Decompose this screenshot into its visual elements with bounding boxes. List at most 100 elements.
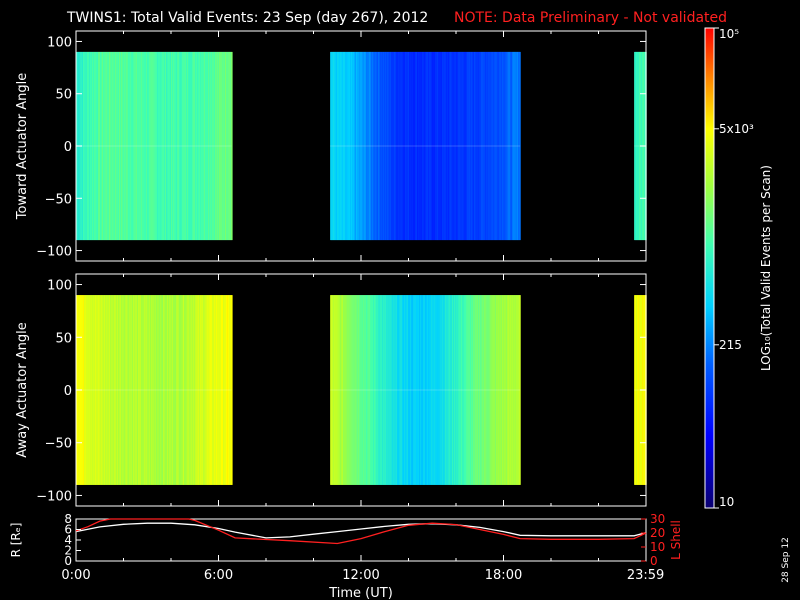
heatmap-column bbox=[178, 295, 180, 485]
heatmap-column bbox=[487, 295, 489, 485]
heatmap-column bbox=[444, 295, 446, 485]
heatmap-column bbox=[118, 51, 120, 241]
heatmap-column bbox=[119, 295, 121, 485]
heatmap-column bbox=[120, 51, 122, 241]
heatmap-column bbox=[381, 295, 383, 485]
heatmap-column bbox=[397, 295, 399, 485]
heatmap-column bbox=[145, 51, 147, 241]
heatmap-column bbox=[135, 295, 137, 485]
heatmap-column bbox=[448, 51, 450, 241]
heatmap-column bbox=[218, 51, 220, 241]
heatmap-column bbox=[387, 295, 389, 485]
heatmap-column bbox=[87, 295, 89, 485]
heatmap-column bbox=[419, 295, 421, 485]
heatmap-column bbox=[391, 295, 393, 485]
heatmap-column bbox=[175, 51, 177, 241]
heatmap-column bbox=[143, 295, 145, 485]
heatmap-column bbox=[222, 295, 224, 485]
heatmap-column bbox=[458, 295, 460, 485]
heatmap-column bbox=[445, 295, 447, 485]
heatmap-column bbox=[500, 51, 502, 241]
heatmap-column bbox=[346, 51, 348, 241]
heatmap-column bbox=[499, 51, 501, 241]
heatmap-column bbox=[356, 295, 358, 485]
heatmap-column bbox=[424, 295, 426, 485]
heatmap-column bbox=[133, 295, 135, 485]
heatmap-column bbox=[216, 51, 218, 241]
heatmap-column bbox=[98, 295, 100, 485]
heatmap-column bbox=[219, 51, 221, 241]
heatmap-column bbox=[207, 295, 209, 485]
heatmap-column bbox=[383, 295, 385, 485]
heatmap-column bbox=[130, 295, 132, 485]
lshell-tick-label: 20 bbox=[650, 526, 665, 540]
heatmap-column bbox=[374, 295, 376, 485]
heatmap-column bbox=[194, 51, 196, 241]
heatmap-column bbox=[364, 51, 366, 241]
ephemeris-lines bbox=[75, 518, 647, 545]
heatmap-column bbox=[512, 51, 514, 241]
heatmap-column bbox=[395, 51, 397, 241]
heatmap-column bbox=[436, 51, 438, 241]
heatmap-column bbox=[494, 295, 496, 485]
heatmap-column bbox=[362, 295, 364, 485]
heatmap-column bbox=[122, 51, 124, 241]
heatmap-column bbox=[517, 51, 519, 241]
heatmap-column bbox=[410, 295, 412, 485]
heatmap-column bbox=[220, 51, 222, 241]
heatmap-column bbox=[171, 295, 173, 485]
heatmap-column bbox=[91, 51, 93, 241]
heatmap-column bbox=[350, 51, 352, 241]
heatmap-column bbox=[152, 51, 154, 241]
heatmap-column bbox=[363, 51, 365, 241]
heatmap-column bbox=[136, 295, 138, 485]
heatmap-column bbox=[372, 51, 374, 241]
heatmap-column bbox=[190, 51, 192, 241]
zero-angle-seam bbox=[76, 389, 232, 391]
heatmap-column bbox=[162, 51, 164, 241]
heatmap-column bbox=[198, 295, 200, 485]
heatmap-column bbox=[373, 51, 375, 241]
heatmap-column bbox=[363, 295, 365, 485]
heatmap-column bbox=[518, 51, 520, 241]
heatmap-column bbox=[200, 295, 202, 485]
heatmap-column bbox=[180, 51, 182, 241]
colorbar-ticks: 10⁵ 5x10³ 215 10 bbox=[714, 27, 754, 509]
heatmap-column bbox=[359, 295, 361, 485]
heatmap-column bbox=[493, 51, 495, 241]
time-tick-label: 0:00 bbox=[61, 568, 90, 583]
heatmap-column bbox=[100, 295, 102, 485]
heatmap-column bbox=[166, 51, 168, 241]
y-tick-label: 50 bbox=[55, 331, 72, 346]
heatmap-column bbox=[215, 295, 217, 485]
heatmap-column bbox=[166, 295, 168, 485]
heatmap-column bbox=[408, 295, 410, 485]
heatmap-column bbox=[496, 295, 498, 485]
heatmap-column bbox=[462, 51, 464, 241]
heatmap-column bbox=[481, 51, 483, 241]
heatmap-column bbox=[464, 295, 466, 485]
heatmap-column bbox=[382, 295, 384, 485]
heatmap-column bbox=[469, 51, 471, 241]
heatmap-column bbox=[407, 295, 409, 485]
heatmap-column bbox=[466, 295, 468, 485]
heatmap-column bbox=[125, 51, 127, 241]
heatmap-column bbox=[100, 51, 102, 241]
heatmap-column bbox=[187, 51, 189, 241]
heatmap-column bbox=[358, 51, 360, 241]
heatmap-column bbox=[213, 295, 215, 485]
heatmap-column bbox=[398, 295, 400, 485]
heatmap-column bbox=[349, 51, 351, 241]
heatmap-column bbox=[418, 51, 420, 241]
heatmap-column bbox=[437, 51, 439, 241]
heatmap-column bbox=[511, 295, 513, 485]
heatmap-column bbox=[344, 51, 346, 241]
heatmap-column bbox=[490, 51, 492, 241]
heatmap-column bbox=[170, 51, 172, 241]
ephemeris-panel-frame bbox=[75, 518, 647, 562]
heatmap-column bbox=[495, 295, 497, 485]
heatmap-column bbox=[439, 51, 441, 241]
heatmap-column bbox=[183, 295, 185, 485]
heatmap-column bbox=[177, 51, 179, 241]
heatmap-column bbox=[179, 295, 181, 485]
